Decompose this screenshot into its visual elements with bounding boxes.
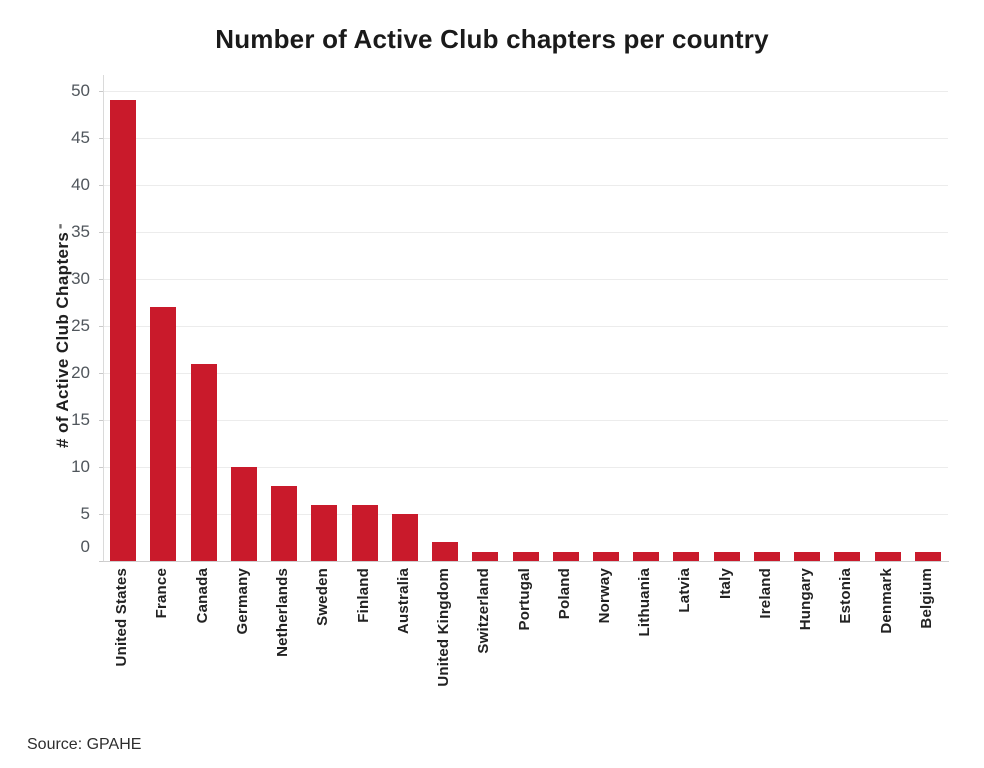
y-tick-mark-25 bbox=[99, 326, 103, 327]
x-category-label-poland: Poland bbox=[555, 568, 573, 620]
y-tick-mark-50 bbox=[99, 91, 103, 92]
x-category-label-finland: Finland bbox=[354, 568, 372, 623]
x-category-label-ireland: Ireland bbox=[756, 568, 774, 619]
x-category-label-united-states: United States bbox=[113, 568, 131, 667]
x-category-label-norway: Norway bbox=[595, 568, 613, 624]
bar-sweden bbox=[311, 504, 338, 561]
y-axis-line bbox=[103, 75, 104, 562]
gridline-15 bbox=[103, 420, 948, 421]
x-category-label-canada: Canada bbox=[193, 568, 211, 624]
x-category-label-france: France bbox=[153, 568, 171, 619]
y-tick-label-50: 50 bbox=[71, 81, 90, 100]
gridline-35 bbox=[103, 232, 948, 233]
y-tick-label-5: 5 bbox=[80, 504, 90, 523]
gridline-45 bbox=[103, 138, 948, 139]
bar-netherlands bbox=[271, 485, 298, 561]
x-category-label-italy: Italy bbox=[716, 568, 734, 600]
y-tick-mark-5 bbox=[99, 514, 103, 515]
source-note: Source: GPAHE bbox=[27, 736, 142, 753]
bar-hungary bbox=[794, 551, 821, 561]
gridline-50 bbox=[103, 91, 948, 92]
x-category-label-belgium: Belgium bbox=[917, 568, 935, 629]
y-tick-label-40: 40 bbox=[71, 175, 90, 194]
x-category-label-estonia: Estonia bbox=[837, 568, 855, 624]
bar-finland bbox=[351, 504, 378, 561]
bar-lithuania bbox=[633, 551, 660, 561]
gridline-20 bbox=[103, 373, 948, 374]
y-tick-label-10: 10 bbox=[71, 457, 90, 476]
y-tick-mark-15 bbox=[99, 420, 103, 421]
bar-italy bbox=[713, 551, 740, 561]
gridline-5 bbox=[103, 514, 948, 515]
y-tick-label-35: 35 bbox=[71, 222, 90, 241]
bar-estonia bbox=[834, 551, 861, 561]
bar-norway bbox=[592, 551, 619, 561]
bar-belgium bbox=[914, 551, 941, 561]
x-category-label-germany: Germany bbox=[233, 568, 251, 635]
x-category-label-latvia: Latvia bbox=[676, 568, 694, 613]
bar-united-states bbox=[110, 100, 137, 561]
y-tick-label-0: 0 bbox=[80, 537, 90, 556]
y-tick-label-45: 45 bbox=[71, 128, 90, 147]
bar-switzerland bbox=[472, 551, 499, 561]
y-tick-mark-40 bbox=[99, 185, 103, 186]
x-category-label-united-kingdom: United Kingdom bbox=[435, 568, 453, 687]
y-tick-label-30: 30 bbox=[71, 269, 90, 288]
bar-latvia bbox=[673, 551, 700, 561]
y-tick-label-20: 20 bbox=[71, 363, 90, 382]
y-tick-label-25: 25 bbox=[71, 316, 90, 335]
x-category-label-denmark: Denmark bbox=[877, 568, 895, 634]
x-category-label-lithuania: Lithuania bbox=[636, 568, 654, 637]
bar-united-kingdom bbox=[432, 542, 459, 561]
bar-ireland bbox=[753, 551, 780, 561]
bar-australia bbox=[391, 514, 418, 561]
x-axis-line bbox=[103, 561, 949, 562]
gridline-25 bbox=[103, 326, 948, 327]
x-category-label-australia: Australia bbox=[394, 568, 412, 634]
bar-france bbox=[150, 307, 177, 561]
x-category-label-netherlands: Netherlands bbox=[274, 568, 292, 657]
y-tick-mark-20 bbox=[99, 373, 103, 374]
y-tick-mark-35 bbox=[99, 232, 103, 233]
bar-portugal bbox=[512, 551, 539, 561]
y-tick-label-15: 15 bbox=[71, 410, 90, 429]
y-tick-mark-45 bbox=[99, 138, 103, 139]
x-category-label-switzerland: Switzerland bbox=[475, 568, 493, 654]
x-category-label-hungary: Hungary bbox=[797, 568, 815, 631]
gridline-40 bbox=[103, 185, 948, 186]
y-tick-mark-10 bbox=[99, 467, 103, 468]
x-category-label-sweden: Sweden bbox=[314, 568, 332, 626]
y-tick-mark-0 bbox=[99, 561, 103, 562]
gridline-10 bbox=[103, 467, 948, 468]
bar-canada bbox=[190, 363, 217, 561]
bar-germany bbox=[230, 467, 257, 561]
y-tick-mark-30 bbox=[99, 279, 103, 280]
chart-title: Number of Active Club chapters per count… bbox=[215, 24, 769, 54]
gridline-30 bbox=[103, 279, 948, 280]
x-category-label-portugal: Portugal bbox=[515, 568, 533, 631]
bar-poland bbox=[552, 551, 579, 561]
bar-denmark bbox=[874, 551, 901, 561]
